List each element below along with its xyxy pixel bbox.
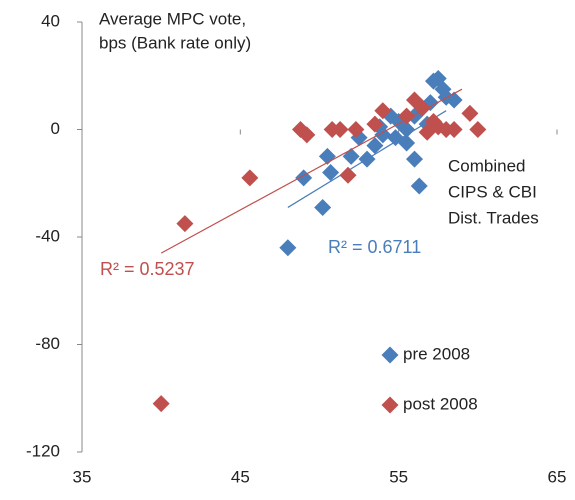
y-axis-label: Average MPC vote, [99, 9, 246, 28]
x-tick-label: 35 [73, 467, 92, 486]
legend-label: pre 2008 [403, 344, 470, 363]
point [298, 126, 316, 144]
point [469, 121, 487, 138]
point [461, 104, 479, 122]
r-squared-label: R² = 0.5237 [100, 259, 195, 279]
y-tick-label: 40 [41, 11, 60, 30]
point [406, 150, 423, 168]
point [342, 147, 360, 165]
trendline [160, 88, 463, 254]
point [366, 137, 384, 155]
legend-marker [381, 396, 399, 414]
legend-marker [381, 346, 399, 364]
point [152, 395, 170, 413]
annotation: Dist. Trades [448, 208, 539, 227]
x-tick-label: 55 [389, 467, 408, 486]
y-axis-label: bps (Bank rate only) [99, 33, 251, 52]
point [314, 198, 332, 216]
y-tick-label: 0 [51, 119, 60, 138]
x-tick-label: 65 [548, 467, 567, 486]
point [339, 166, 357, 184]
point [347, 121, 365, 138]
point [241, 169, 259, 187]
point [331, 121, 349, 138]
y-tick-label: -80 [35, 334, 60, 353]
point [387, 129, 404, 147]
x-tick-label: 45 [231, 467, 250, 486]
point [279, 239, 297, 257]
r-squared-label: R² = 0.6711 [328, 237, 421, 257]
annotation: Combined [448, 156, 526, 175]
point [398, 107, 416, 125]
point [410, 177, 428, 195]
point [398, 121, 416, 138]
trendline [287, 110, 447, 208]
point [418, 123, 436, 141]
point [445, 121, 463, 138]
y-tick-label: -120 [26, 441, 60, 460]
annotation: CIPS & CBI [448, 182, 537, 201]
point [413, 99, 431, 117]
point [374, 102, 392, 120]
point [366, 115, 384, 133]
point [176, 215, 194, 233]
y-tick-label: -40 [35, 226, 60, 245]
point [322, 164, 340, 181]
legend-label: post 2008 [403, 394, 478, 413]
